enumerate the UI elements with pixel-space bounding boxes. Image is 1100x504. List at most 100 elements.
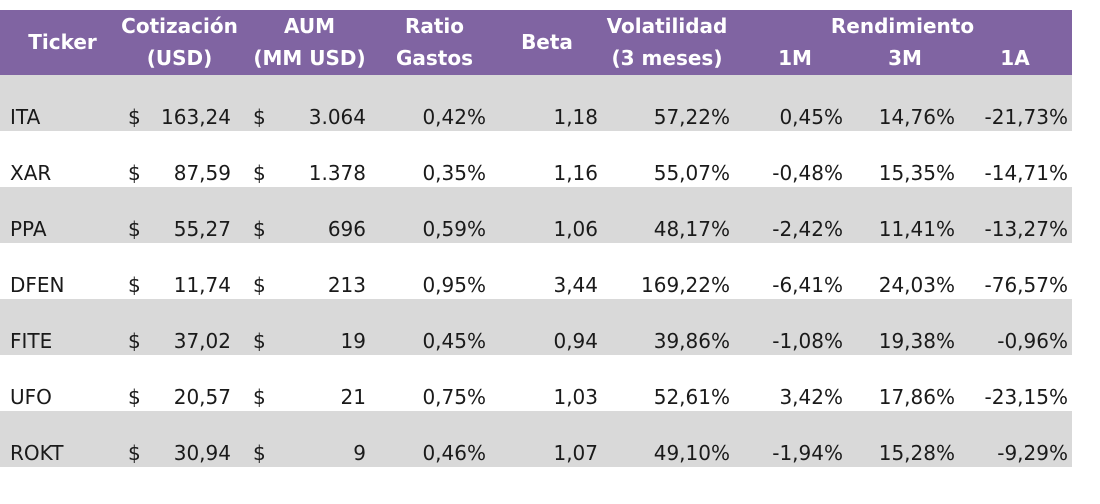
cell-return-3m: 15,35% [878, 161, 955, 185]
cell-price: 37,02 [173, 329, 231, 353]
cell-price: 87,59 [173, 161, 231, 185]
cell-return-1a: -21,73% [984, 105, 1068, 129]
header-return-1a: 1A [1000, 46, 1030, 70]
cell-volatility: 39,86% [653, 329, 730, 353]
table-header: Ticker Cotización (USD) AUM (MM USD) Rat… [0, 10, 1072, 75]
cell-price-currency: $ [128, 273, 141, 297]
cell-ticker: FITE [10, 329, 53, 353]
cell-aum: 19 [340, 329, 366, 353]
cell-ticker: UFO [10, 385, 52, 409]
cell-beta: 1,07 [553, 441, 598, 465]
cell-ticker: DFEN [10, 273, 65, 297]
cell-price-currency: $ [128, 441, 141, 465]
cell-return-3m: 15,28% [878, 441, 955, 465]
table-row: FITE $37,02 $19 0,45% 0,94 39,86% -1,08% 19,38%… [0, 299, 1072, 355]
cell-return-3m: 24,03% [878, 273, 955, 297]
cell-price-currency: $ [128, 105, 141, 129]
cell-beta: 3,44 [553, 273, 598, 297]
cell-beta: 0,94 [553, 329, 598, 353]
cell-expense-ratio: 0,35% [422, 161, 486, 185]
cell-aum-currency: $ [253, 329, 266, 353]
cell-aum-currency: $ [253, 161, 266, 185]
table-row: XAR $87,59 $1.378 0,35% 1,16 55,07% -0,48% 15,3… [0, 131, 1072, 187]
cell-return-1m: -6,41% [772, 273, 843, 297]
cell-return-1m: 0,45% [779, 105, 843, 129]
cell-aum: 9 [353, 441, 366, 465]
table-body: ITA $163,24 $3.064 0,42% 1,18 57,22% 0,45% 14,7… [0, 75, 1072, 467]
header-ratio-line1: Ratio [404, 14, 465, 38]
cell-expense-ratio: 0,59% [422, 217, 486, 241]
cell-aum: 696 [327, 217, 366, 241]
cell-ticker: XAR [10, 161, 52, 185]
cell-aum: 3.064 [308, 105, 366, 129]
header-volatility-line1: Volatilidad [606, 14, 728, 38]
cell-price: 11,74 [173, 273, 231, 297]
cell-return-1a: -13,27% [984, 217, 1068, 241]
cell-aum-currency: $ [253, 105, 266, 129]
cell-ticker: ITA [10, 105, 41, 129]
table-row: ROKT $30,94 $9 0,46% 1,07 49,10% -1,94% 15,28% -… [0, 411, 1072, 467]
cell-return-1a: -23,15% [984, 385, 1068, 409]
cell-ticker: ROKT [10, 441, 64, 465]
cell-return-1m: 3,42% [779, 385, 843, 409]
cell-return-3m: 14,76% [878, 105, 955, 129]
cell-return-1m: -1,08% [772, 329, 843, 353]
cell-return-1m: -0,48% [772, 161, 843, 185]
cell-beta: 1,18 [553, 105, 598, 129]
cell-return-1a: -14,71% [984, 161, 1068, 185]
cell-beta: 1,03 [553, 385, 598, 409]
cell-price-currency: $ [128, 329, 141, 353]
cell-price-currency: $ [128, 217, 141, 241]
cell-return-1a: -0,96% [997, 329, 1068, 353]
cell-return-1m: -1,94% [772, 441, 843, 465]
cell-volatility: 49,10% [653, 441, 730, 465]
cell-price: 30,94 [173, 441, 231, 465]
cell-price-currency: $ [128, 161, 141, 185]
header-ticker: Ticker [28, 30, 97, 54]
cell-expense-ratio: 0,45% [422, 329, 486, 353]
cell-aum: 1.378 [308, 161, 366, 185]
cell-aum-currency: $ [253, 385, 266, 409]
table-row: DFEN $11,74 $213 0,95% 3,44 169,22% -6,41% 24,0… [0, 243, 1072, 299]
cell-return-1m: -2,42% [772, 217, 843, 241]
cell-aum-currency: $ [253, 217, 266, 241]
cell-expense-ratio: 0,95% [422, 273, 486, 297]
cell-expense-ratio: 0,46% [422, 441, 486, 465]
cell-aum: 21 [340, 385, 366, 409]
cell-aum-currency: $ [253, 441, 266, 465]
cell-volatility: 55,07% [653, 161, 730, 185]
cell-expense-ratio: 0,42% [422, 105, 486, 129]
header-return-3m: 3M [888, 46, 922, 70]
cell-return-1a: -9,29% [997, 441, 1068, 465]
cell-aum-currency: $ [253, 273, 266, 297]
cell-volatility: 52,61% [653, 385, 730, 409]
header-price-line2: (USD) [146, 46, 213, 70]
table-row: UFO $20,57 $21 0,75% 1,03 52,61% 3,42% 17,86% -2… [0, 355, 1072, 411]
header-aum-line1: AUM [283, 14, 335, 38]
cell-volatility: 169,22% [641, 273, 730, 297]
table-row: PPA $55,27 $696 0,59% 1,06 48,17% -2,42% 11,41%… [0, 187, 1072, 243]
cell-volatility: 48,17% [653, 217, 730, 241]
cell-aum: 213 [327, 273, 366, 297]
cell-return-3m: 17,86% [878, 385, 955, 409]
header-beta: Beta [521, 30, 573, 54]
header-price-line1: Cotización [121, 14, 238, 38]
header-ratio-line2: Gastos [395, 46, 474, 70]
cell-price-currency: $ [128, 385, 141, 409]
header-rendimiento: Rendimiento [830, 14, 975, 38]
cell-price: 20,57 [173, 385, 231, 409]
header-return-1m: 1M [778, 46, 812, 70]
cell-return-3m: 19,38% [878, 329, 955, 353]
cell-price: 163,24 [161, 105, 231, 129]
cell-ticker: PPA [10, 217, 47, 241]
cell-return-1a: -76,57% [984, 273, 1068, 297]
cell-beta: 1,06 [553, 217, 598, 241]
cell-return-3m: 11,41% [878, 217, 955, 241]
header-volatility-line2: (3 meses) [611, 46, 723, 70]
table-row: ITA $163,24 $3.064 0,42% 1,18 57,22% 0,45% 14,7… [0, 75, 1072, 131]
cell-expense-ratio: 0,75% [422, 385, 486, 409]
header-aum-line2: (MM USD) [253, 46, 366, 70]
cell-beta: 1,16 [553, 161, 598, 185]
cell-volatility: 57,22% [653, 105, 730, 129]
etf-table: Ticker Cotización (USD) AUM (MM USD) Rat… [0, 10, 1072, 467]
